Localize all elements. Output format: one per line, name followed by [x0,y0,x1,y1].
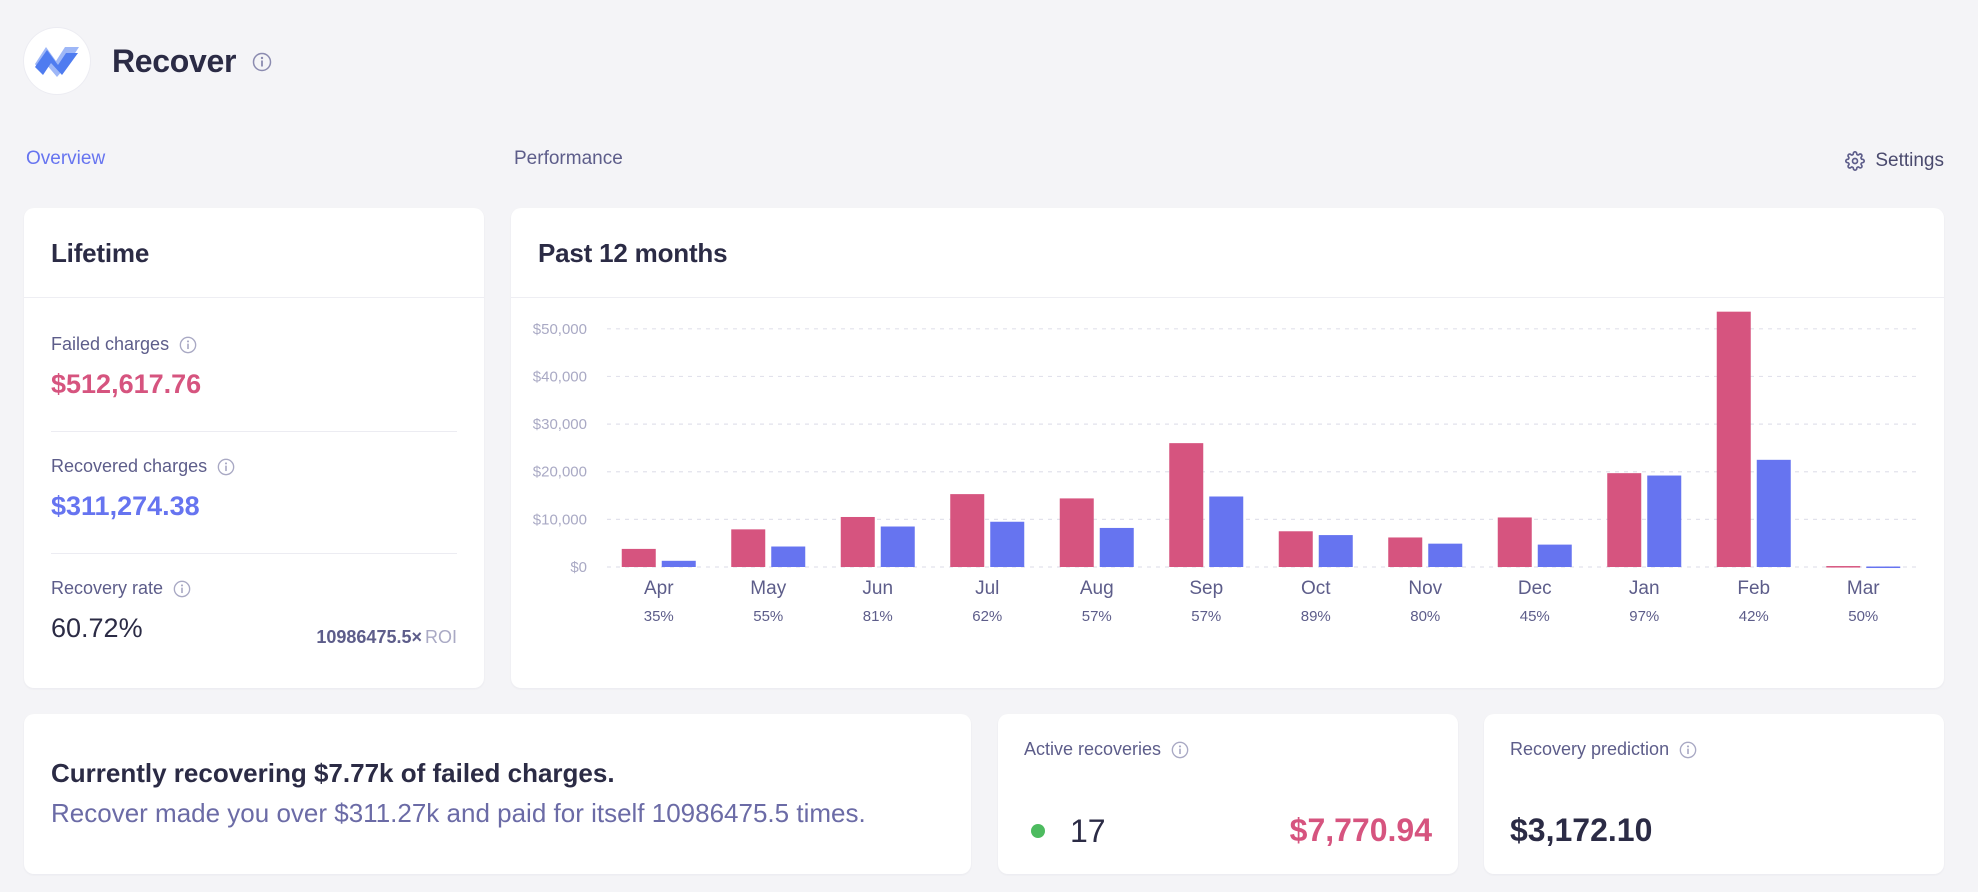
bar-sep-series-0[interactable] [1169,443,1204,567]
info-icon[interactable] [179,336,197,354]
recovery-rate-label: Recovery rate [51,578,164,598]
gear-icon [1845,151,1866,171]
info-icon[interactable] [1171,741,1189,759]
recovery-percent-label: 80% [1410,608,1440,625]
recovery-percent-label: 45% [1520,608,1550,625]
bar-jan-series-1[interactable] [1647,475,1682,567]
failed-charges-stat: Failed charges $512,617.76 [51,334,457,400]
bar-feb-series-1[interactable] [1756,459,1791,567]
settings-button[interactable]: Settings [1845,150,1944,172]
app-title: Recover [112,42,237,79]
y-tick-label: $10,000 [533,511,587,528]
bar-sep-series-1[interactable] [1209,496,1244,567]
recovery-percent-label: 97% [1629,608,1659,625]
bar-nov-series-0[interactable] [1388,537,1423,567]
bar-jun-series-0[interactable] [840,516,875,567]
recover-logo-icon [24,28,90,94]
recovery-prediction-label: Recovery prediction [1510,739,1670,759]
y-tick-label: $40,000 [533,368,587,385]
recovered-charges-stat: Recovered charges $311,274.38 [51,456,457,522]
summary-card: Currently recovering $7.77k of failed ch… [24,714,971,874]
recovery-percent-label: 89% [1301,608,1331,625]
summary-subline: Recover made you over $311.27k and paid … [51,798,866,828]
bar-mar-series-1[interactable] [1866,566,1901,569]
bar-aug-series-1[interactable] [1099,527,1134,567]
active-recoveries-card: Active recoveries 17 $7,770.94 [998,714,1458,874]
monthly-bar-chart: $0 $10,000 $20,000 $30,000 $40,000 $50,000 Apr… [533,311,1921,625]
tab-bar: Overview Performance [24,148,653,308]
recovery-percent-label: 81% [863,608,893,625]
bar-jan-series-0[interactable] [1607,473,1642,567]
x-tick-label: Aug [1080,578,1114,599]
settings-label: Settings [1875,150,1944,171]
recovery-prediction-value: $3,172.10 [1510,812,1653,848]
summary-headline: Currently recovering $7.77k of failed ch… [51,758,615,788]
lifetime-card: Lifetime Failed charges $512,617.76 Reco… [24,208,484,688]
y-tick-label: $30,000 [533,416,587,433]
x-tick-label: Mar [1847,578,1880,599]
info-icon[interactable] [217,458,235,476]
recovered-charges-value: $311,274.38 [51,491,200,521]
past-12-months-title: Past 12 months [511,208,1944,298]
bar-oct-series-0[interactable] [1278,531,1313,567]
y-tick-label: $20,000 [533,464,587,481]
x-tick-label: Sep [1189,578,1223,599]
roi-suffix: ROI [424,627,457,647]
x-tick-label: Feb [1737,578,1770,599]
recovery-rate-stat: Recovery rate 60.72% [51,578,457,644]
recovery-percent-label: 62% [972,608,1002,625]
bar-jun-series-1[interactable] [880,526,915,567]
active-recoveries-count: 17 [1070,813,1106,849]
bar-may-series-1[interactable] [771,546,806,567]
active-recoveries-label: Active recoveries [1024,739,1162,759]
x-tick-label: Oct [1301,578,1331,599]
recovery-percent-label: 35% [644,608,674,625]
recovery-percent-label: 57% [1082,608,1112,625]
info-icon[interactable] [1679,741,1697,759]
past-12-months-card: Past 12 months $0 $10,000 $20,000 $30,000 $4… [511,208,1944,688]
x-tick-label: Jun [862,578,893,599]
x-tick-label: Jan [1629,578,1660,599]
active-recoveries-amount: $7,770.94 [1289,812,1432,848]
bar-oct-series-1[interactable] [1318,535,1353,567]
y-tick-label: $0 [570,559,587,576]
recovery-rate-value: 60.72% [51,613,143,643]
y-tick-label: $50,000 [533,321,587,338]
recovery-percent-label: 42% [1739,608,1769,625]
bar-nov-series-1[interactable] [1428,543,1463,567]
bar-dec-series-0[interactable] [1497,517,1532,567]
recovered-charges-label: Recovered charges [51,456,208,476]
bar-feb-series-0[interactable] [1716,311,1751,567]
info-icon[interactable] [173,580,191,598]
bar-jul-series-0[interactable] [950,494,985,567]
x-tick-label: Nov [1408,578,1442,599]
recovery-percent-label: 55% [753,608,783,625]
bar-jul-series-1[interactable] [990,521,1025,567]
x-tick-label: May [750,578,786,599]
recovery-percent-label: 50% [1848,608,1878,625]
divider [51,553,457,554]
roi-value: 10986475.5× [316,627,422,647]
app-header: Recover [24,28,272,94]
tab-performance[interactable]: Performance [514,148,623,169]
recovery-prediction-card: Recovery prediction $3,172.10 [1484,714,1944,874]
failed-charges-value: $512,617.76 [51,369,202,399]
bar-apr-series-1[interactable] [661,560,696,567]
bar-aug-series-0[interactable] [1059,498,1094,567]
divider [51,431,457,432]
lifetime-title: Lifetime [24,208,484,298]
bar-mar-series-0[interactable] [1826,566,1861,568]
bar-apr-series-0[interactable] [621,548,656,567]
x-tick-label: Apr [644,578,674,599]
bar-dec-series-1[interactable] [1537,544,1572,567]
x-tick-label: Jul [975,578,999,599]
recovery-percent-label: 57% [1191,608,1221,625]
failed-charges-label: Failed charges [51,334,170,354]
bar-may-series-0[interactable] [731,529,766,567]
info-icon[interactable] [252,52,272,72]
roi-text: 10986475.5× ROI [316,627,457,648]
status-dot-icon [1031,824,1045,838]
x-tick-label: Dec [1518,578,1552,599]
